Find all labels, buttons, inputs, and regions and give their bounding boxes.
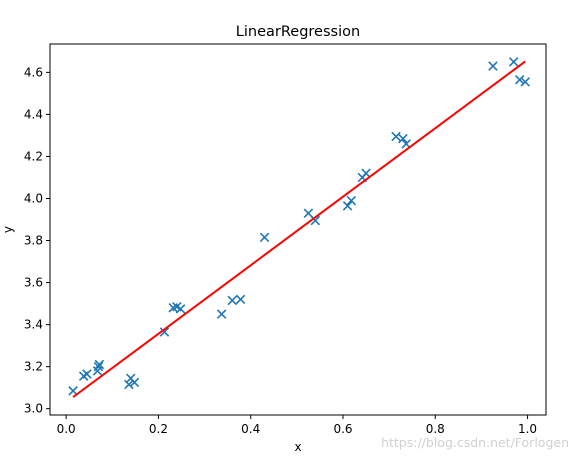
y-tick-label: 3.2 (24, 360, 43, 374)
x-axis-label: x (294, 440, 301, 454)
data-point (514, 74, 525, 85)
y-tick-label: 4.0 (24, 191, 43, 205)
x-tick-label: 0.6 (333, 422, 352, 436)
data-point (520, 77, 531, 87)
y-tick-label: 3.0 (24, 402, 43, 416)
data-point (124, 379, 134, 390)
data-point (346, 195, 357, 206)
x-axis-ticks: 0.0 0.2 0.4 0.6 0.8 1.0 (57, 415, 537, 436)
data-point (310, 215, 321, 226)
data-point (508, 57, 519, 67)
data-point (259, 232, 270, 243)
watermark-text: https://blog.csdn.net/Forlogen (381, 435, 569, 450)
data-point (235, 294, 246, 305)
x-tick-label: 0.4 (241, 422, 260, 436)
y-tick-label: 3.8 (24, 234, 43, 248)
y-tick-label: 3.4 (24, 318, 43, 332)
x-tick-label: 0.0 (57, 422, 76, 436)
data-point (93, 361, 104, 372)
x-tick-label: 0.2 (149, 422, 168, 436)
data-point (175, 304, 186, 314)
data-point (68, 386, 78, 396)
scatter-series (68, 57, 531, 396)
data-point (303, 208, 314, 218)
plot-frame (49, 43, 547, 416)
data-point (94, 359, 105, 370)
data-point (361, 168, 371, 179)
y-tick-label: 4.4 (24, 107, 43, 121)
data-point (488, 61, 498, 71)
x-tick-label: 1.0 (518, 422, 537, 436)
data-point (159, 327, 170, 337)
chart-title: LinearRegression (236, 24, 360, 40)
y-tick-label: 4.6 (24, 65, 43, 79)
data-point (227, 295, 238, 306)
regression-line (72, 60, 526, 398)
data-point (129, 377, 140, 388)
data-point (391, 131, 401, 142)
y-tick-label: 4.2 (24, 149, 43, 163)
data-point (398, 133, 408, 144)
y-tick-label: 3.6 (24, 276, 43, 290)
x-tick-label: 0.8 (426, 422, 445, 436)
data-point (216, 309, 227, 319)
data-point (342, 201, 353, 211)
y-axis-label: y (1, 226, 15, 233)
data-point (82, 369, 92, 379)
plot-area (49, 43, 547, 416)
y-axis-ticks: 3.0 3.2 3.4 3.6 3.8 4.0 4.2 4.4 4.6 (24, 65, 50, 416)
